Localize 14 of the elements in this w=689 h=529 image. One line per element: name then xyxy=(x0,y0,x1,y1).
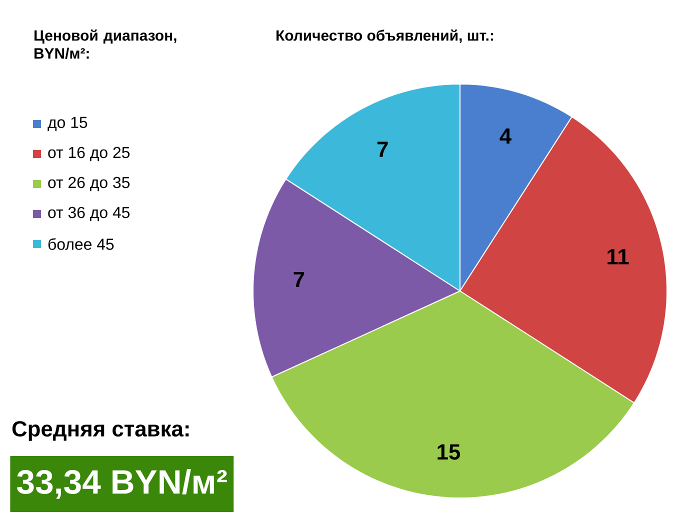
legend-label: более 45 xyxy=(48,238,114,250)
chart-title: Количество объявлений, шт.: xyxy=(276,30,494,43)
legend-label: от 26 до 35 xyxy=(48,176,130,192)
data-label: 7 xyxy=(377,142,388,157)
legend-label: от 36 до 45 xyxy=(48,206,130,222)
text: Средняя ставка: xyxy=(12,421,189,441)
text: 33,34 BYN/м² xyxy=(16,469,227,499)
legend-label: до 15 xyxy=(48,116,88,132)
data-label: 4 xyxy=(500,128,512,144)
legend-title: Ценовой диапазон, BYN/м²: xyxy=(34,30,176,59)
data-label: 11 xyxy=(608,249,629,264)
legend-label: от 16 до 25 xyxy=(48,146,130,162)
data-label: 15 xyxy=(438,444,460,460)
data-label: 7 xyxy=(294,272,304,288)
